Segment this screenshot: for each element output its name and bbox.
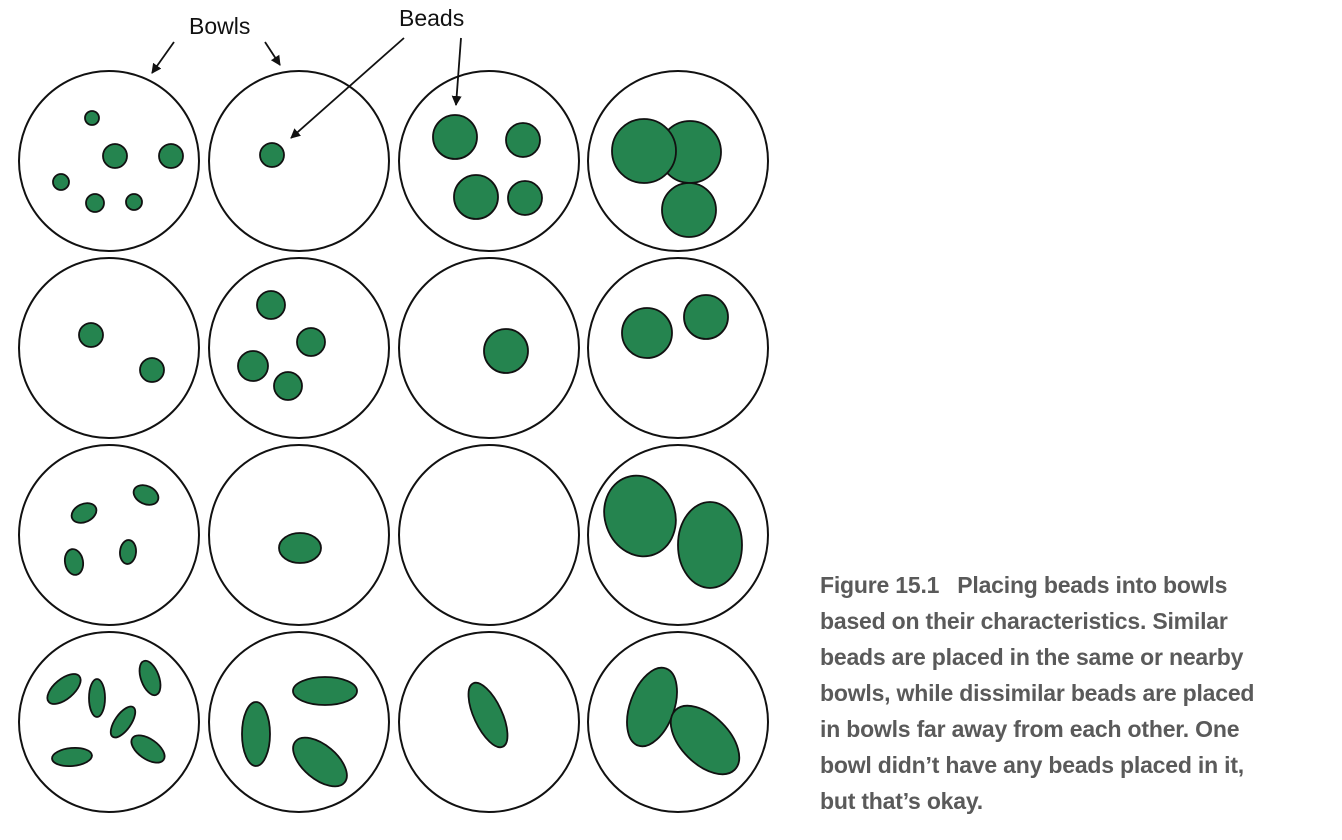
bead-r1-c3-1: [432, 114, 478, 160]
bead-r1-c1-2: [102, 143, 128, 169]
bowl-r1-c3: [398, 70, 580, 252]
bead-r1-c4-2: [611, 118, 677, 184]
beads-layer: [46, 110, 743, 788]
bead-r4-c2-2: [241, 701, 271, 767]
bead-r2-c2-2: [296, 327, 326, 357]
bead-r2-c2-1: [256, 290, 286, 320]
bead-r2-c3-1: [483, 328, 529, 374]
figure-number: Figure 15.1: [820, 572, 940, 598]
bead-r1-c3-2: [505, 122, 541, 158]
bowl-r4-c2: [208, 631, 390, 813]
bead-r4-c1-4: [109, 705, 137, 739]
bead-r4-c1-1: [46, 673, 82, 705]
bead-r4-c3-1: [467, 681, 509, 749]
caption-line-6: bowl didn’t have any beads placed in it,: [820, 752, 1244, 778]
bead-r4-c1-5: [130, 734, 166, 764]
bead-r3-c4-1: [603, 474, 677, 558]
bead-r2-c2-3: [237, 350, 269, 382]
bead-r2-c2-4: [273, 371, 303, 401]
bowl-r3-c3: [398, 444, 580, 626]
bead-r4-c1-3: [138, 659, 162, 697]
caption-line-4: bowls, while dissimilar beads are placed: [820, 680, 1255, 706]
bead-r1-c1-3: [158, 143, 184, 169]
bead-r3-c4-2: [677, 501, 743, 589]
bowl-r3-c1: [18, 444, 200, 626]
bead-r3-c2-1: [278, 532, 322, 564]
bead-r1-c1-1: [84, 110, 100, 126]
bowls-beads-diagram: Bowls Beads: [18, 5, 769, 813]
beads-label: Beads: [399, 5, 464, 31]
bowls-arrow-right: [264, 41, 281, 66]
bead-r1-c3-4: [507, 180, 543, 216]
bead-r2-c4-1: [621, 307, 673, 359]
bead-r2-c1-1: [78, 322, 104, 348]
caption-text-1: Placing beads into bowls: [957, 572, 1228, 598]
beads-arrow-left: [290, 37, 405, 139]
bead-r1-c1-5: [85, 193, 105, 213]
caption-line-1: Figure 15.1 Placing beads into bowls: [820, 567, 1335, 603]
bead-r4-c1-6: [51, 746, 93, 768]
bead-r1-c2-1: [259, 142, 285, 168]
caption-line-7: but that’s okay.: [820, 788, 983, 814]
bead-r4-c2-3: [292, 736, 348, 788]
bead-r3-c1-3: [63, 548, 85, 576]
figure-caption: Figure 15.1 Placing beads into bowls base…: [820, 567, 1335, 819]
bowl-r2-c4: [587, 257, 769, 439]
bead-r3-c1-4: [119, 539, 137, 565]
bead-r1-c1-4: [52, 173, 70, 191]
bowl-r2-c1: [18, 257, 200, 439]
bead-r4-c2-1: [292, 676, 358, 706]
bead-r3-c1-1: [70, 502, 98, 524]
beads-arrow-right: [451, 37, 462, 106]
caption-line-5: in bowls far away from each other. One: [820, 716, 1240, 742]
bead-r4-c4-2: [669, 704, 741, 776]
bead-r1-c4-3: [661, 182, 717, 238]
bowl-r1-c2: [208, 70, 390, 252]
bowl-r4-c1: [18, 631, 200, 813]
bowls-label: Bowls: [189, 13, 250, 39]
bead-r1-c3-3: [453, 174, 499, 220]
bead-r1-c1-6: [125, 193, 143, 211]
bead-r2-c4-2: [683, 294, 729, 340]
bead-r2-c1-2: [139, 357, 165, 383]
bead-r4-c1-2: [88, 678, 106, 718]
caption-line-3: beads are placed in the same or nearby: [820, 644, 1244, 670]
bead-r3-c1-2: [132, 484, 160, 506]
bowls-arrow-left: [151, 41, 175, 74]
caption-line-2: based on their characteristics. Similar: [820, 608, 1228, 634]
